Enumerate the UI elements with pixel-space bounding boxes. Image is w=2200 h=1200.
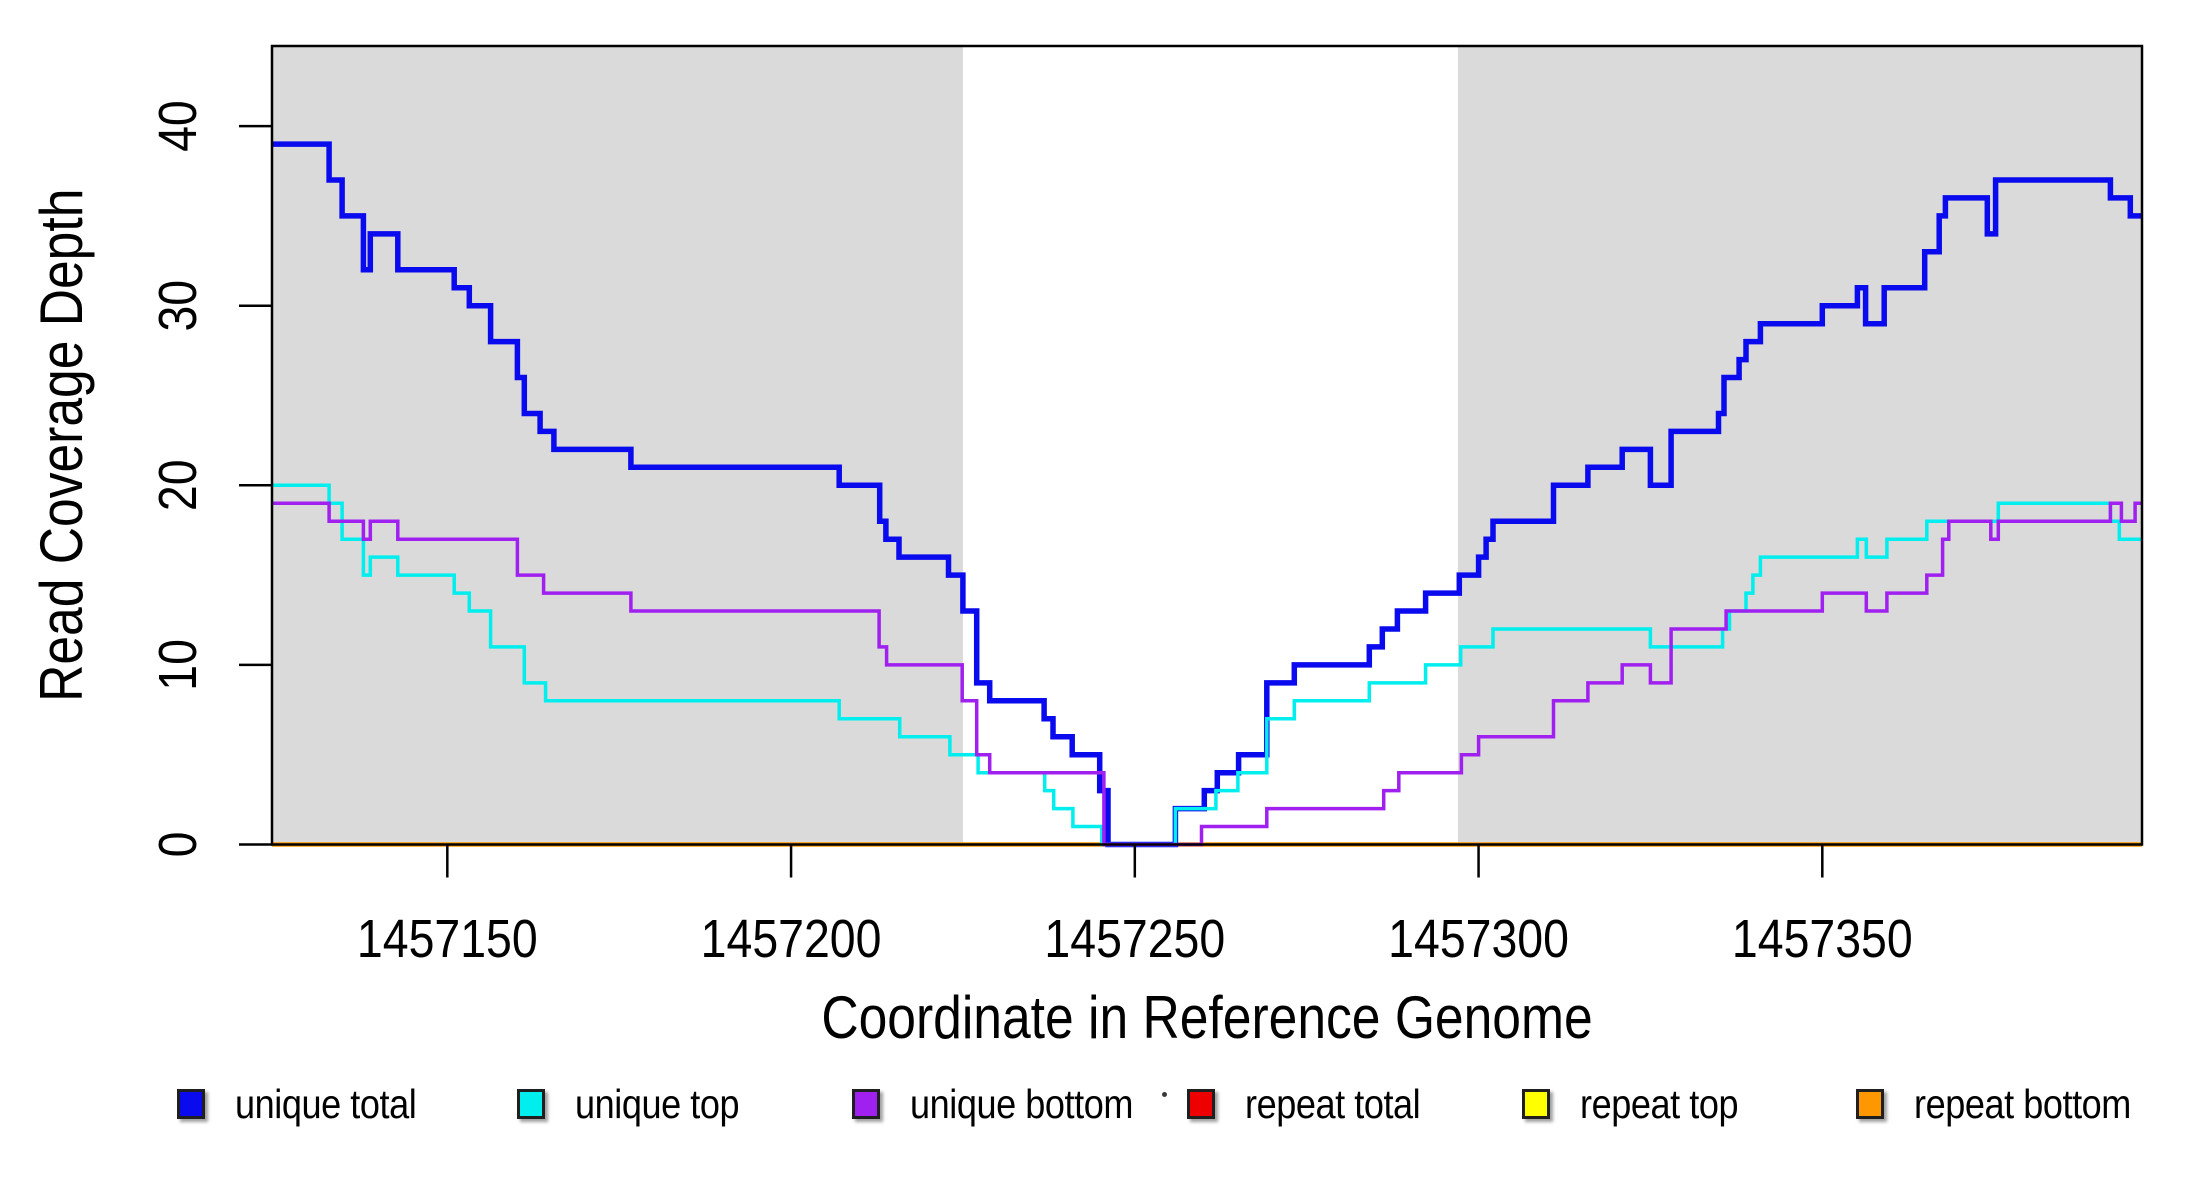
legend-label: repeat bottom <box>1914 1080 2131 1127</box>
x-tick-label-1457200: 1457200 <box>701 908 882 969</box>
tick-labels-layer: 1457150 1457200 1457250 1457300 1457350 0 10 20… <box>147 100 1913 969</box>
x-axis-title: Coordinate in Reference Genome <box>821 983 1592 1051</box>
left-gray-band <box>272 46 963 845</box>
legend-item-repeat-top: repeat top <box>1522 1081 1760 1127</box>
y-tick-label-30: 30 <box>147 280 208 332</box>
legend-item-unique-total: unique total <box>177 1081 441 1127</box>
legend-swatch-unique-top <box>517 1089 545 1119</box>
right-gray-band <box>1457 46 2142 845</box>
legend-swatch-repeat-top <box>1522 1089 1550 1119</box>
y-tick-label-0: 0 <box>147 832 208 858</box>
legend-swatch-repeat-total <box>1187 1089 1215 1119</box>
legend-item-unique-top: unique top <box>517 1081 762 1127</box>
legend-label: unique top <box>575 1080 740 1127</box>
y-tick-label-10: 10 <box>147 639 208 691</box>
x-tick-label-1457300: 1457300 <box>1388 908 1569 969</box>
y-tick-label-40: 40 <box>147 100 208 152</box>
legend-item-unique-bottom: unique bottom <box>852 1081 1163 1127</box>
y-tick-label-20: 20 <box>147 459 208 511</box>
x-tick-label-1457150: 1457150 <box>357 908 538 969</box>
legend-label: repeat total <box>1245 1080 1421 1127</box>
legend-swatch-repeat-bottom <box>1856 1089 1884 1119</box>
series-line-unique-top <box>272 483 2142 847</box>
stray-dot-artifact <box>1162 1092 1167 1097</box>
axis-ticks-layer <box>239 124 1824 878</box>
x-tick-label-1457250: 1457250 <box>1044 908 1225 969</box>
legend-label: unique bottom <box>910 1080 1133 1127</box>
legend-item-repeat-total: repeat total <box>1187 1081 1444 1127</box>
series-line-unique-bottom <box>272 501 2142 847</box>
legend-label: repeat top <box>1580 1080 1739 1127</box>
y-axis-title: Read Coverage Depth <box>27 189 95 702</box>
legend-label: unique total <box>235 1080 417 1127</box>
legend-swatch-unique-bottom <box>852 1089 880 1119</box>
x-tick-label-1457350: 1457350 <box>1732 908 1913 969</box>
legend-item-repeat-bottom: repeat bottom <box>1856 1081 2161 1127</box>
plot-border-box <box>270 44 2144 846</box>
legend-swatch-unique-total <box>177 1089 205 1119</box>
